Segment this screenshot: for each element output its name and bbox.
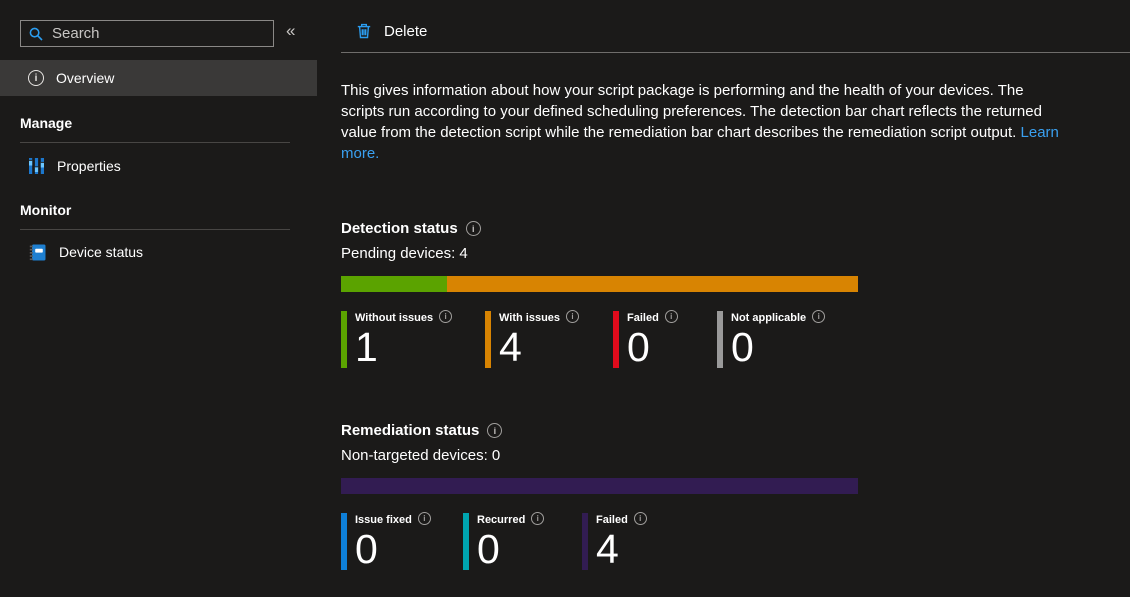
- info-icon[interactable]: i: [633, 512, 647, 525]
- non-targeted-devices-label: Non-targeted devices: 0: [341, 447, 501, 464]
- legend-value: 4: [499, 324, 522, 370]
- legend-item-failed: Failed i 0: [613, 310, 717, 370]
- detection-status-title-row: Detection status i: [341, 220, 481, 237]
- legend-label: Issue fixed: [355, 513, 412, 526]
- detection-legend: Without issues i 1 With issues i 4 Failed i…: [341, 310, 867, 370]
- info-icon: i: [28, 70, 44, 86]
- bar-segment: [446, 276, 858, 292]
- legend-item-with-issues: With issues i 4: [485, 310, 613, 370]
- legend-value: 0: [731, 324, 754, 370]
- sidebar-item-properties[interactable]: Properties: [0, 148, 317, 184]
- legend-color-bar: [613, 311, 619, 368]
- sidebar-item-label: Device status: [59, 244, 144, 260]
- detection-status-title: Detection status: [341, 220, 458, 237]
- pending-devices-label: Pending devices: 4: [341, 245, 468, 262]
- remediation-status-title-row: Remediation status i: [341, 422, 503, 439]
- legend-value: 1: [355, 324, 378, 370]
- legend-item-issue-fixed: Issue fixed i 0: [341, 512, 463, 572]
- sidebar-search[interactable]: [20, 20, 274, 47]
- info-icon[interactable]: i: [566, 310, 580, 323]
- sidebar-item-label: Properties: [57, 158, 121, 174]
- sidebar-section-monitor: Monitor: [20, 202, 72, 218]
- overview-description-text: This gives information about how your sc…: [341, 82, 1042, 141]
- info-icon[interactable]: i: [487, 423, 503, 438]
- legend-item-without-issues: Without issues i 1: [341, 310, 485, 370]
- search-icon: [29, 27, 43, 41]
- legend-label: Without issues: [355, 311, 434, 324]
- remediation-legend: Issue fixed i 0 Recurred i 0 Failed i 4: [341, 512, 732, 572]
- sidebar-item-overview[interactable]: i Overview: [0, 60, 317, 96]
- legend-color-bar: [485, 311, 491, 368]
- legend-item-not-applicable: Not applicable i 0: [717, 310, 867, 370]
- info-icon[interactable]: i: [812, 310, 826, 323]
- info-icon[interactable]: i: [439, 310, 453, 323]
- legend-label: Not applicable: [731, 311, 807, 324]
- divider: [20, 142, 290, 143]
- legend-item-failed: Failed i 4: [582, 512, 732, 572]
- legend-value: 0: [627, 324, 650, 370]
- search-input[interactable]: [50, 24, 265, 43]
- toolbar-divider: [341, 52, 1130, 53]
- legend-item-recurred: Recurred i 0: [463, 512, 582, 572]
- legend-label: Failed: [596, 513, 628, 526]
- sidebar-section-manage: Manage: [20, 115, 73, 131]
- sidebar-item-device-status[interactable]: Device status: [0, 234, 317, 270]
- sidebar-item-label: Overview: [56, 70, 115, 86]
- legend-color-bar: [463, 513, 469, 570]
- trash-icon: [355, 22, 373, 40]
- divider: [20, 229, 290, 230]
- legend-color-bar: [582, 513, 588, 570]
- bar-segment: [341, 478, 858, 494]
- info-icon[interactable]: i: [465, 221, 481, 236]
- info-icon[interactable]: i: [531, 512, 545, 525]
- device-status-notebook-icon: [28, 243, 47, 262]
- remediation-status-title: Remediation status: [341, 422, 480, 439]
- properties-sliders-icon: [28, 156, 45, 176]
- legend-value: 0: [355, 526, 378, 572]
- info-icon[interactable]: i: [417, 512, 431, 525]
- legend-color-bar: [341, 513, 347, 570]
- legend-color-bar: [717, 311, 723, 368]
- legend-value: 4: [596, 526, 619, 572]
- overview-description: This gives information about how your sc…: [341, 80, 1059, 164]
- delete-button-label: Delete: [384, 22, 428, 40]
- legend-label: Failed: [627, 311, 659, 324]
- legend-value: 0: [477, 526, 500, 572]
- legend-color-bar: [341, 311, 347, 368]
- legend-label: With issues: [499, 311, 561, 324]
- info-icon[interactable]: i: [664, 310, 678, 323]
- remediation-stacked-bar: [341, 478, 858, 494]
- bar-segment: [341, 276, 447, 292]
- legend-label: Recurred: [477, 513, 526, 526]
- detection-stacked-bar: [341, 276, 858, 292]
- collapse-sidebar-button[interactable]: «: [286, 21, 296, 40]
- delete-button[interactable]: Delete: [349, 18, 433, 44]
- learn-more-link[interactable]: Learn more.: [341, 124, 1059, 162]
